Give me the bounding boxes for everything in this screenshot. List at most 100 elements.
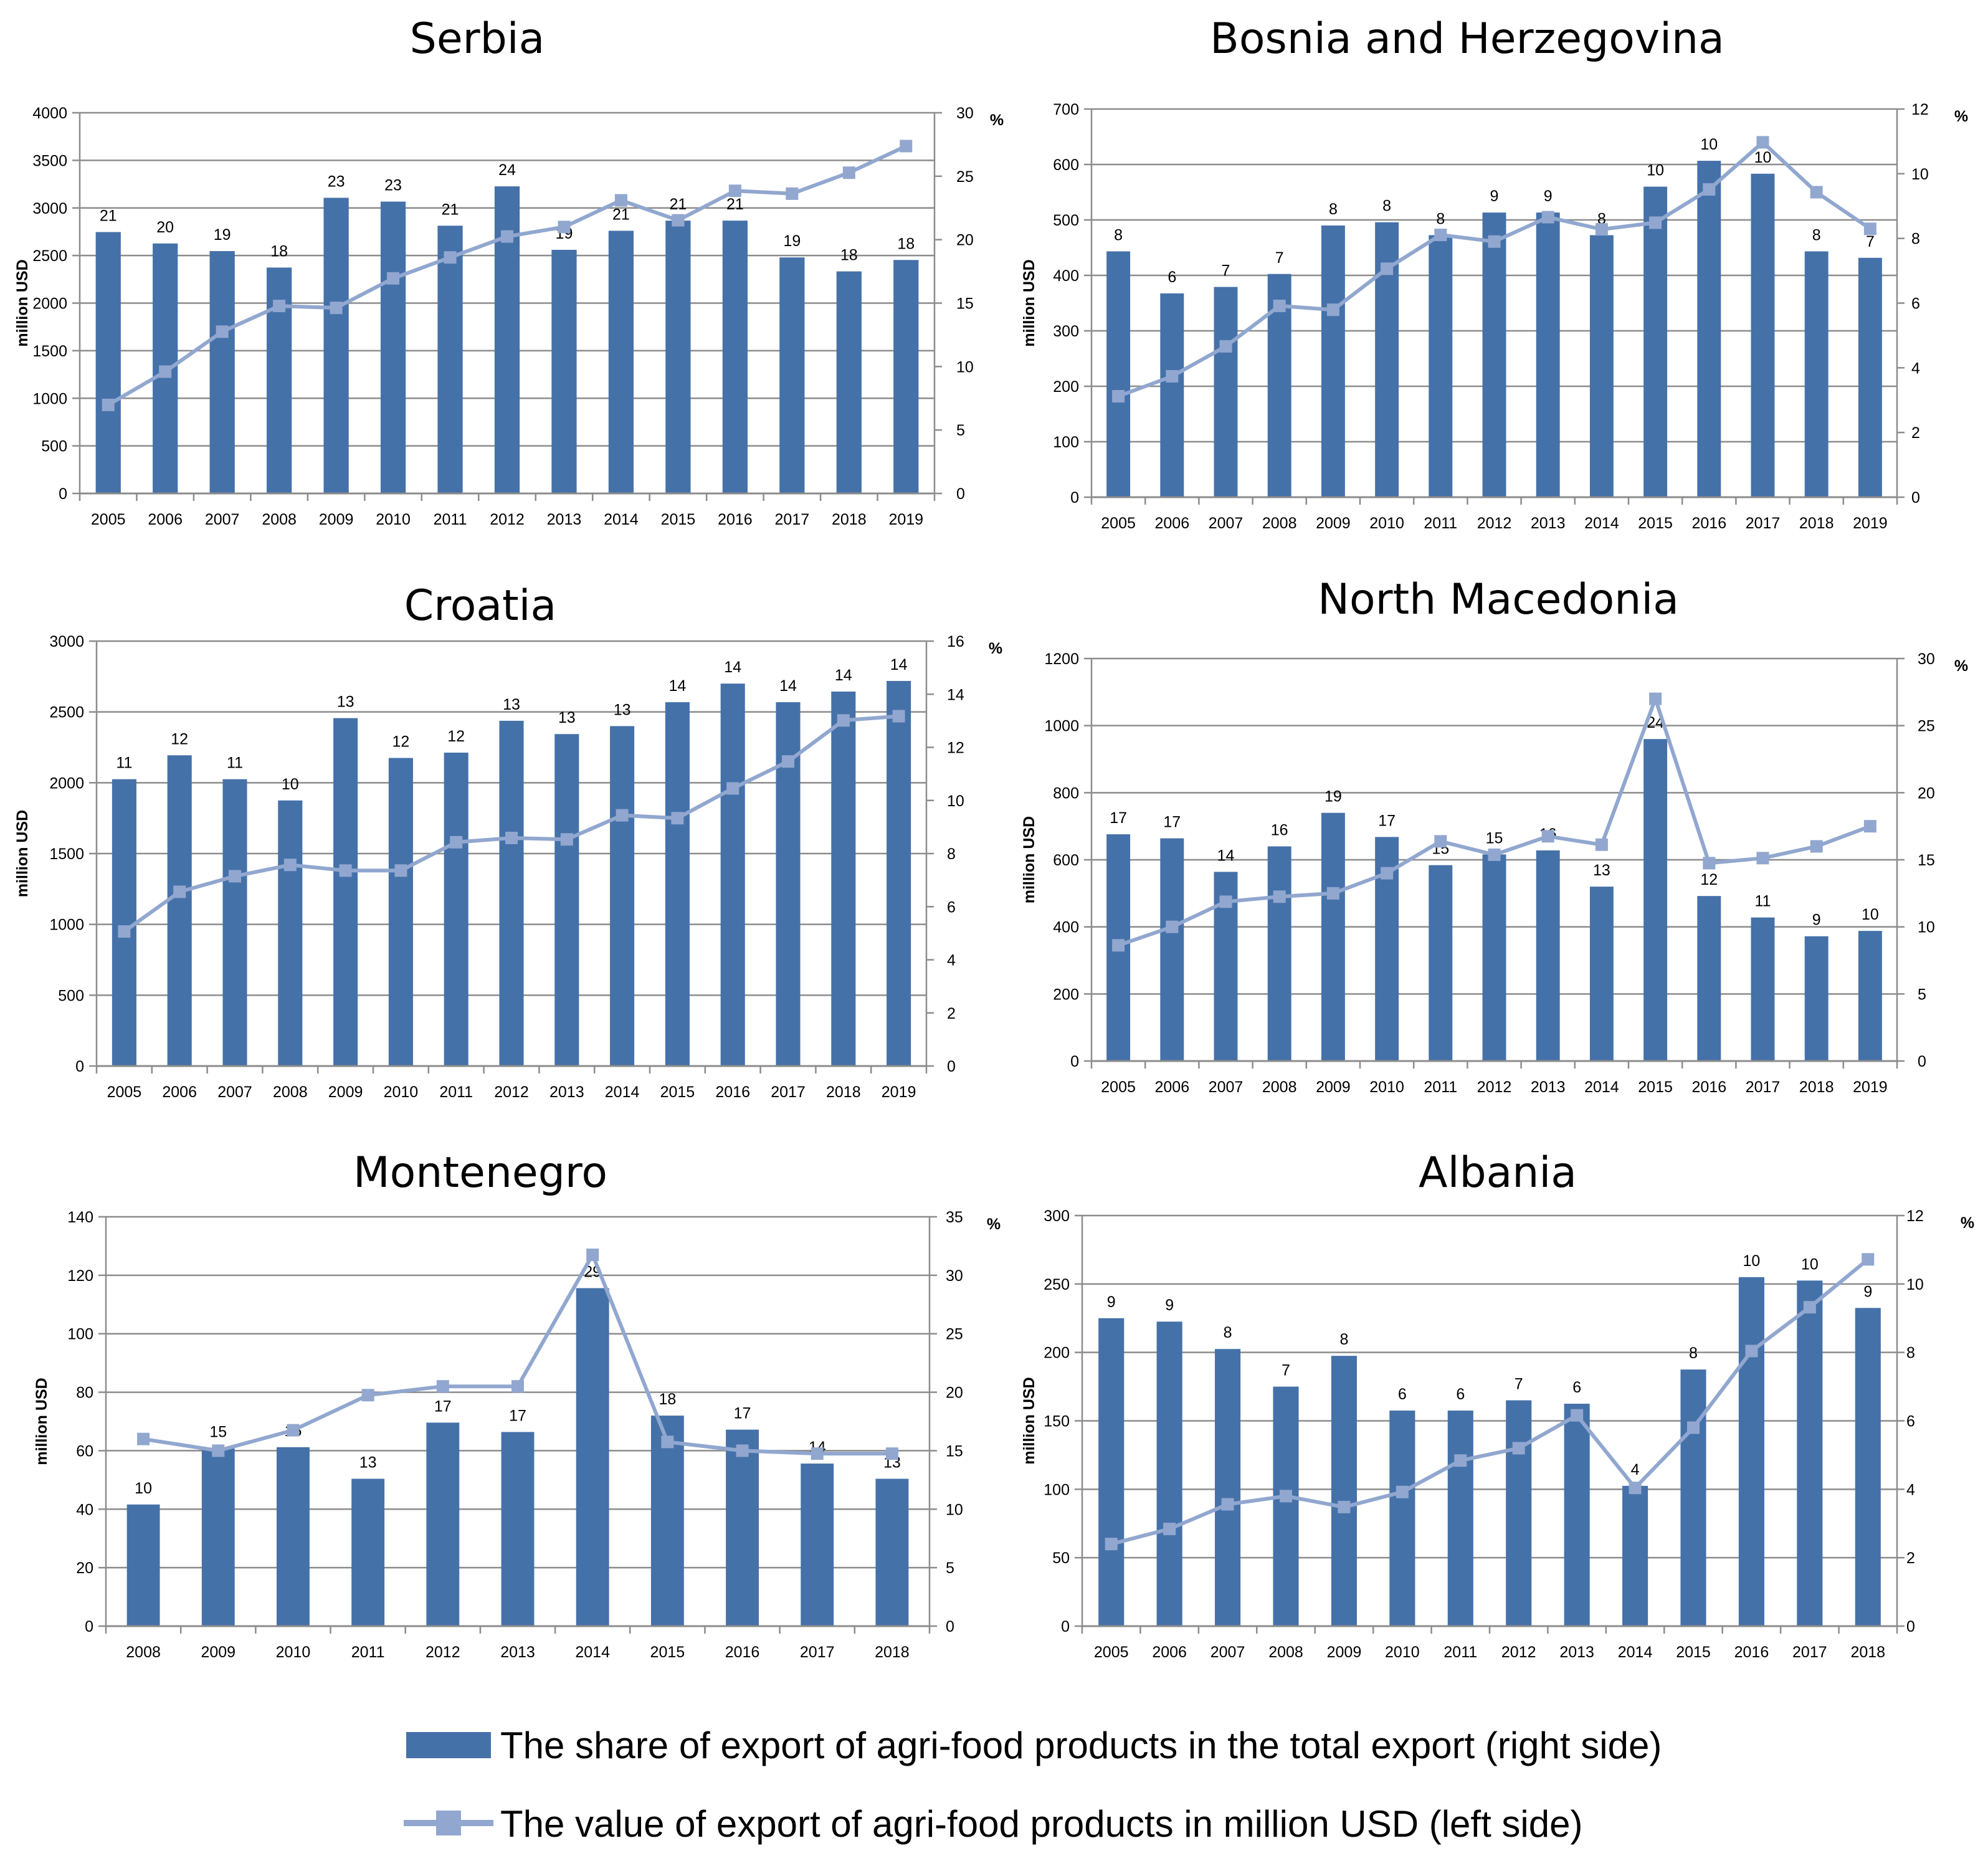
left-tick-label: 0 [1061, 1618, 1070, 1635]
chart-montenegro: Montenegro 0 20 40 60 80 100 120 140 0 5 10 15 20 25 30… [33, 1148, 1001, 1661]
bar-data-label: 7 [1866, 233, 1875, 250]
legend-bar-swatch [406, 1732, 491, 1758]
bar-2011 [1429, 865, 1453, 1061]
x-tick-label: 2016 [1691, 515, 1726, 532]
chart-title: Bosnia and Herzegovina [1210, 14, 1724, 64]
x-tick-label: 2010 [1385, 1644, 1420, 1661]
value-point-2005 [1112, 939, 1125, 952]
left-tick-label: 2500 [32, 247, 67, 265]
bar-data-label: 7 [1515, 1376, 1523, 1393]
x-tick-label: 2016 [1691, 1078, 1726, 1096]
bar-data-label: 20 [156, 219, 174, 236]
bar-data-label: 16 [1271, 821, 1288, 839]
chart-north-macedonia: North Macedonia 0 200 400 600 800 1000 1200 0 5 10… [1020, 575, 1968, 1096]
left-tick-label: 40 [76, 1501, 93, 1518]
value-point-2015 [1687, 1421, 1700, 1434]
bar-2012 [426, 1422, 460, 1626]
bar-data-label: 13 [359, 1454, 377, 1471]
value-point-2019 [892, 710, 905, 723]
bar-data-label: 13 [614, 701, 631, 718]
bar-data-label: 12 [447, 728, 465, 745]
x-tick-label: 2011 [1443, 1644, 1477, 1661]
x-tick-label: 2019 [888, 511, 923, 528]
value-point-2018 [1810, 840, 1823, 853]
left-tick-label: 0 [1070, 1053, 1079, 1070]
bar-2016 [726, 1429, 759, 1626]
bar-data-label: 14 [890, 656, 908, 674]
bar-2007 [1215, 1349, 1241, 1626]
legend: The share of export of agri-food product… [404, 1725, 1662, 1845]
bar-2016 [722, 221, 748, 493]
x-tick-label: 2011 [439, 1083, 473, 1101]
left-tick-label: 4000 [32, 105, 67, 122]
left-tick-label: 0 [75, 1058, 84, 1075]
value-point-2016 [1703, 857, 1716, 870]
left-tick-label: 1000 [49, 916, 84, 934]
bar-2009 [1321, 225, 1345, 497]
bar-2018 [1804, 251, 1829, 497]
x-tick-label: 2016 [718, 511, 753, 528]
bar-data-label: 17 [434, 1397, 452, 1415]
left-tick-label: 2000 [49, 774, 84, 792]
bar-data-label: 8 [1382, 198, 1391, 215]
bar-2013 [1564, 1404, 1590, 1626]
value-point-2013 [558, 221, 571, 234]
x-tick-label: 2015 [650, 1644, 685, 1661]
left-tick-label: 1200 [1044, 650, 1079, 668]
x-tick-label: 2011 [351, 1644, 385, 1661]
bar-data-label: 19 [783, 232, 801, 250]
right-tick-label: 0 [1918, 1053, 1926, 1070]
bar-data-label: 21 [669, 196, 687, 213]
left-tick-label: 3000 [49, 633, 84, 650]
bar-2017 [779, 257, 805, 493]
bar-data-label: 24 [498, 161, 516, 179]
bar-2017 [1751, 917, 1775, 1061]
x-tick-label: 2018 [826, 1083, 861, 1101]
left-tick-label: 1500 [49, 845, 84, 863]
x-tick-label: 2008 [262, 511, 297, 528]
x-tick-label: 2012 [426, 1644, 460, 1661]
x-tick-label: 2015 [1638, 515, 1673, 532]
bar-2013 [501, 1432, 535, 1626]
bar-2008 [278, 800, 303, 1066]
right-tick-label: 20 [956, 232, 974, 249]
bar-2008 [126, 1504, 160, 1626]
right-tick-label: 5 [956, 422, 965, 439]
bar-2016 [720, 683, 745, 1066]
bar-2012 [499, 720, 524, 1066]
value-point-2011 [1454, 1454, 1467, 1467]
bar-2018 [875, 1478, 909, 1626]
value-point-2007 [1221, 1498, 1234, 1511]
value-point-2008 [1273, 299, 1286, 312]
value-point-2011 [1434, 229, 1447, 242]
value-point-2005 [102, 398, 115, 411]
bar-data-label: 15 [1486, 829, 1503, 847]
x-tick-label: 2017 [771, 1083, 806, 1101]
right-tick-label: 6 [947, 898, 956, 916]
value-point-2017 [1756, 136, 1769, 149]
value-point-2019 [900, 140, 913, 153]
x-tick-label: 2016 [715, 1083, 750, 1101]
left-tick-label: 0 [1070, 489, 1079, 507]
x-tick-label: 2008 [1268, 1644, 1303, 1661]
chart-bosnia-and-herzegovina: Bosnia and Herzegovina010020030040050060… [1020, 14, 1968, 532]
bar-data-label: 12 [171, 730, 188, 748]
bar-2017 [1797, 1280, 1823, 1626]
bar-data-label: 8 [1224, 1324, 1232, 1341]
right-tick-label: 25 [946, 1326, 963, 1343]
x-tick-label: 2007 [1209, 1078, 1244, 1096]
x-tick-label: 2012 [494, 1083, 529, 1101]
right-tick-label: 4 [1911, 359, 1920, 377]
bar-2010 [388, 758, 413, 1066]
right-tick-label: 10 [946, 1501, 963, 1518]
x-tick-label: 2005 [1101, 515, 1136, 532]
right-axis-unit: % [990, 112, 1004, 129]
right-tick-label: 0 [1911, 489, 1920, 507]
bar-data-label: 8 [1436, 210, 1445, 227]
x-tick-label: 2013 [549, 1083, 584, 1101]
bar-data-label: 15 [209, 1424, 227, 1441]
x-tick-label: 2009 [319, 511, 354, 528]
x-tick-label: 2015 [1676, 1644, 1711, 1661]
value-point-2015 [1649, 216, 1662, 229]
bar-2014 [1589, 235, 1614, 497]
